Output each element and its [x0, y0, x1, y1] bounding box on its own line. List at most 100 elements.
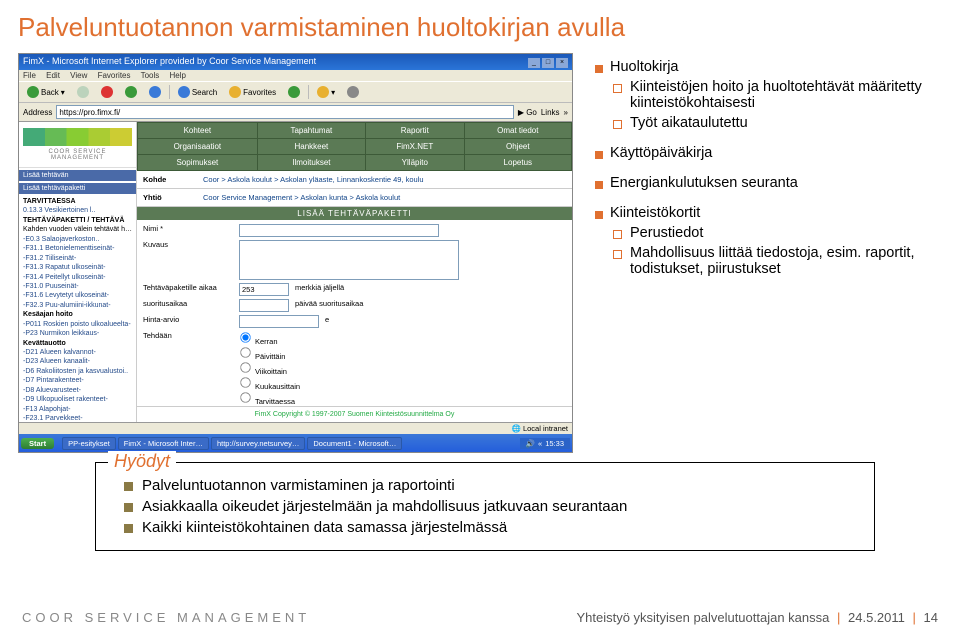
nav-ohjeet[interactable]: Ohjeet — [464, 139, 571, 155]
sidebar-tree[interactable]: TARVITTAESSA 0.13.3 Vesikiertoinen l.. T… — [19, 194, 136, 422]
sidebar-tree-item[interactable]: -D8 Aluevarusteet- — [23, 386, 132, 395]
address-label: Address — [23, 108, 52, 117]
taskbar-item[interactable]: PP-esitykset — [62, 437, 116, 450]
nav-sopimukset[interactable]: Sopimukset — [138, 155, 258, 171]
nav-fimxnet[interactable]: FimX.NET — [366, 139, 465, 155]
start-button[interactable]: Start — [21, 438, 54, 449]
form-area: Nimi * Kuvaus Tehtäväpaketille aikaa mer… — [137, 220, 572, 406]
sidebar-action-add-package[interactable]: Lisää tehtäväpaketti — [19, 183, 136, 194]
sidebar-tree-item[interactable]: -P011 Roskien poisto ulkoalueelta- — [23, 320, 132, 329]
label-nimi: Nimi * — [143, 224, 233, 233]
benefits-box: Hyödyt Palveluntuotannon varmistaminen j… — [95, 462, 875, 551]
input-suoritus[interactable] — [239, 299, 289, 312]
label-hinta: Hinta-arvio — [143, 315, 233, 324]
favorites-button[interactable]: Favorites — [225, 84, 280, 100]
print-button[interactable] — [343, 84, 363, 100]
ie-menu[interactable]: File Edit View Favorites Tools Help — [19, 70, 572, 81]
menu-file[interactable]: File — [23, 71, 36, 80]
go-button[interactable]: ▶ Go — [518, 108, 537, 117]
sidebar-tree-item[interactable]: -F31.3 Rapatut ulkoseinät- — [23, 263, 132, 272]
input-nimi[interactable] — [239, 224, 439, 237]
back-button[interactable]: Back ▾ — [23, 84, 69, 100]
menu-help[interactable]: Help — [170, 71, 186, 80]
benefit-item: Palveluntuotannon varmistaminen ja rapor… — [124, 477, 858, 494]
sidebar-tree-item[interactable]: -E0.3 Salaojaverkoston.. — [23, 235, 132, 244]
label-paketti: Tehtäväpaketille aikaa — [143, 283, 233, 292]
taskbar-item[interactable]: Document1 - Microsoft… — [307, 437, 402, 450]
ring-icon — [613, 250, 622, 259]
bullet-icon — [595, 181, 603, 189]
ie-toolbar[interactable]: Back ▾ Search Favorites ▾ — [19, 81, 572, 103]
top-nav[interactable]: Kohteet Tapahtumat Raportit Omat tiedot … — [137, 122, 572, 171]
links-label[interactable]: Links — [541, 108, 560, 117]
benefit-item: Asiakkaalla oikeudet järjestelmään ja ma… — [124, 498, 858, 515]
sidebar-tree-item[interactable]: -D21 Alueen kalvannot- — [23, 348, 132, 357]
footer-brand: COOR SERVICE MANAGEMENT — [22, 610, 310, 625]
bullet-icon — [595, 65, 603, 73]
ring-icon — [613, 230, 622, 239]
home-button[interactable] — [145, 84, 165, 100]
stop-button[interactable] — [97, 84, 117, 100]
menu-tools[interactable]: Tools — [141, 71, 160, 80]
nav-tapahtumat[interactable]: Tapahtumat — [257, 123, 365, 139]
sidebar-tree-item[interactable]: -P23 Nurmikon leikkaus- — [23, 329, 132, 338]
brand-logo: COOR SERVICE MANAGEMENT — [19, 122, 136, 168]
sidebar-tree-item[interactable]: -F23.1 Parvekkeet- — [23, 414, 132, 422]
nav-omat[interactable]: Omat tiedot — [464, 123, 571, 139]
bullet-icon — [595, 151, 603, 159]
taskbar-item[interactable]: http://survey.netsurvey… — [211, 437, 305, 450]
nav-kohteet[interactable]: Kohteet — [138, 123, 258, 139]
page-title: Palveluntuotannon varmistaminen huoltoki… — [0, 0, 960, 53]
system-tray[interactable]: 🔊«15:33 — [520, 438, 570, 449]
search-button[interactable]: Search — [174, 84, 221, 100]
sidebar-tree-item[interactable]: -F31.2 Tiiliseinät- — [23, 254, 132, 263]
sidebar-tree-item[interactable]: -F31.6 Levytetyt ulkoseinät- — [23, 291, 132, 300]
history-button[interactable] — [284, 84, 304, 100]
sidebar-tree-item[interactable]: -F31.0 Puuseinät- — [23, 282, 132, 291]
label-kuvaus: Kuvaus — [143, 240, 233, 249]
app-screenshot: FimX - Microsoft Internet Explorer provi… — [18, 53, 573, 453]
benefit-item: Kaikki kiinteistökohtainen data samassa … — [124, 519, 858, 536]
mail-button[interactable]: ▾ — [313, 84, 339, 100]
input-kuvaus[interactable] — [239, 240, 459, 280]
input-paketti[interactable] — [239, 283, 289, 296]
label-suoritus: suoritusaikaa — [143, 299, 233, 308]
sidebar-action-add-task[interactable]: Lisää tehtävän — [19, 170, 136, 181]
breadcrumb: KohdeCoor > Askola koulut > Askolan yläa… — [137, 171, 572, 189]
sidebar-tree-item[interactable]: -D7 Pintarakenteet- — [23, 376, 132, 385]
ring-icon — [613, 84, 622, 93]
nav-raportit[interactable]: Raportit — [366, 123, 465, 139]
refresh-button[interactable] — [121, 84, 141, 100]
sidebar-tree-item[interactable]: -F13 Alapohjat- — [23, 405, 132, 414]
sidebar-tree-item[interactable]: -F32.3 Puu-alumiini-ikkunat- — [23, 301, 132, 310]
sidebar-tree-item[interactable]: -F31.1 Betonielementtiseinät- — [23, 244, 132, 253]
nav-ilmoitukset[interactable]: Ilmoitukset — [257, 155, 365, 171]
nav-lopetus[interactable]: Lopetus — [464, 155, 571, 171]
menu-edit[interactable]: Edit — [46, 71, 60, 80]
sidebar-tree-item[interactable]: -D23 Alueen kanaalit- — [23, 357, 132, 366]
nav-hankkeet[interactable]: Hankkeet — [257, 139, 365, 155]
sidebar-tree-item[interactable]: -F31.4 Peitellyt ulkoseinät- — [23, 273, 132, 282]
bullet-list: Huoltokirja Kiinteistöjen hoito ja huolt… — [585, 53, 942, 453]
sidebar-tree-item[interactable]: -D6 Rakoliitosten ja kasvualustoi.. — [23, 367, 132, 376]
slide-footer: COOR SERVICE MANAGEMENT Yhteistyö yksity… — [0, 600, 960, 637]
ring-icon — [613, 120, 622, 129]
copyright: FimX Copyright © 1997-2007 Suomen Kiinte… — [137, 406, 572, 422]
bullet-icon — [595, 211, 603, 219]
sidebar-tree-item[interactable]: Kesäajan hoito — [23, 310, 132, 319]
taskbar[interactable]: Start PP-esitykset FimX - Microsoft Inte… — [19, 434, 572, 452]
input-hinta[interactable] — [239, 315, 319, 328]
taskbar-item[interactable]: FimX - Microsoft Inter… — [118, 437, 209, 450]
nav-yllapito[interactable]: Ylläpito — [366, 155, 465, 171]
window-buttons[interactable]: _□× — [526, 56, 568, 68]
sidebar-tree-item[interactable]: -D9 Ulkopuoliset rakenteet- — [23, 395, 132, 404]
menu-favorites[interactable]: Favorites — [98, 71, 131, 80]
section-header: LISÄÄ TEHTÄVÄPAKETTI — [137, 207, 572, 220]
menu-view[interactable]: View — [70, 71, 87, 80]
address-input[interactable] — [56, 105, 513, 119]
nav-organisaatiot[interactable]: Organisaatiot — [138, 139, 258, 155]
label-tehdaan: Tehdään — [143, 331, 233, 340]
radio-tehdaan[interactable]: Kerran Päivittäin Viikoittain Kuukausitt… — [239, 331, 300, 406]
forward-button[interactable] — [73, 84, 93, 100]
sidebar-tree-item[interactable]: Kevättauotto — [23, 339, 132, 348]
